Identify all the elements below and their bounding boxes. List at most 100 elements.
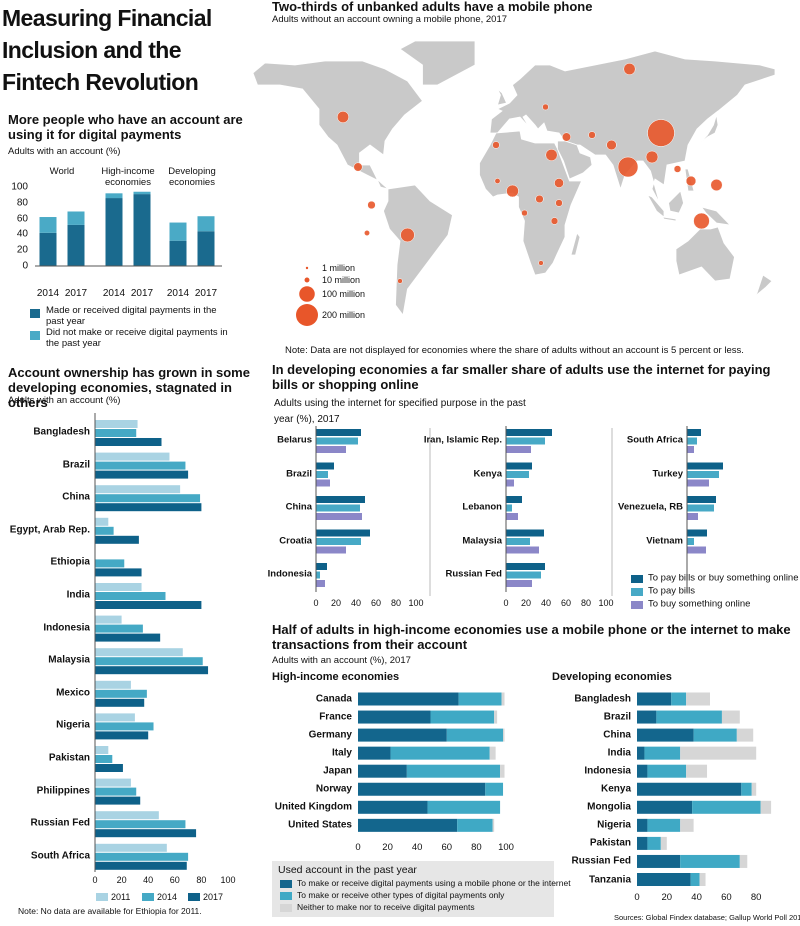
bar bbox=[687, 529, 707, 537]
bar-segment bbox=[760, 800, 772, 814]
bar bbox=[506, 504, 512, 512]
bar bbox=[316, 437, 358, 445]
category-label: Tanzania bbox=[588, 873, 631, 885]
bar bbox=[316, 479, 330, 487]
legend-swatch bbox=[631, 601, 643, 609]
bar bbox=[95, 698, 145, 707]
category-label: Indonesia bbox=[584, 765, 631, 777]
x-tick-label: 2017 bbox=[130, 288, 154, 299]
bar-segment bbox=[637, 873, 691, 886]
legend-bubble bbox=[304, 277, 310, 283]
bar-segment bbox=[736, 728, 754, 742]
panel-title: High-income economies bbox=[272, 671, 400, 683]
bar bbox=[95, 503, 202, 512]
bar bbox=[95, 624, 143, 633]
bar bbox=[95, 746, 109, 754]
bar bbox=[506, 496, 522, 503]
panel-title: Developing economies bbox=[552, 671, 672, 683]
bar bbox=[95, 755, 113, 763]
bar bbox=[316, 513, 362, 520]
bar bbox=[95, 722, 154, 731]
category-label: Norway bbox=[315, 783, 352, 795]
bar bbox=[95, 517, 109, 526]
bar-segment bbox=[686, 692, 711, 706]
bar-segment bbox=[637, 692, 672, 706]
bar bbox=[95, 731, 149, 740]
bar bbox=[95, 592, 166, 600]
bar-segment bbox=[446, 728, 504, 742]
category-label: China bbox=[62, 491, 90, 503]
legend-label: 2011 bbox=[111, 891, 131, 902]
bubble bbox=[710, 178, 723, 192]
chart-subtitle: Adults using the internet for specified … bbox=[274, 398, 526, 425]
category-label: Lebanon bbox=[462, 501, 502, 513]
bar-segment bbox=[358, 710, 431, 724]
land bbox=[675, 226, 735, 282]
category-label: Bangladesh bbox=[574, 693, 631, 705]
bar bbox=[506, 471, 529, 478]
x-tick-label: 2014 bbox=[102, 288, 126, 299]
bar-segment bbox=[686, 764, 708, 778]
x-tick-label: 60 bbox=[721, 892, 732, 903]
chart-title: Account ownership has grown in some deve… bbox=[8, 365, 250, 410]
bar bbox=[506, 429, 552, 436]
bar bbox=[316, 446, 346, 453]
category-label: Russian Fed bbox=[571, 855, 631, 867]
bubble bbox=[521, 209, 528, 217]
bubble bbox=[645, 150, 659, 164]
chart-subtitle: Adults without an account owning a mobil… bbox=[272, 14, 508, 25]
bar-segment bbox=[489, 746, 496, 760]
bar-segment bbox=[105, 193, 123, 199]
bar bbox=[506, 571, 541, 579]
land bbox=[557, 140, 593, 180]
bar-segment bbox=[637, 728, 694, 742]
category-label: Turkey bbox=[652, 468, 683, 480]
bubble bbox=[550, 217, 559, 225]
y-tick-label: 20 bbox=[16, 244, 28, 256]
bubble bbox=[647, 119, 675, 147]
category-label: Russian Fed bbox=[30, 817, 90, 829]
bar bbox=[687, 546, 706, 554]
bar bbox=[95, 764, 123, 772]
bubble bbox=[623, 62, 636, 76]
bar-segment bbox=[197, 231, 215, 266]
legend-label: To make or receive digital payments usin… bbox=[297, 878, 571, 889]
bubble bbox=[492, 141, 500, 149]
bar bbox=[687, 479, 709, 487]
x-tick-label: 100 bbox=[408, 598, 424, 608]
bar-segment bbox=[637, 836, 648, 850]
bar-segment bbox=[680, 854, 740, 868]
bar-segment bbox=[67, 224, 85, 266]
land bbox=[252, 60, 424, 190]
bar bbox=[687, 538, 694, 545]
x-tick-label: 80 bbox=[196, 875, 207, 885]
legend-label: Made or received digital payments in the… bbox=[46, 305, 217, 327]
category-label: Egypt, Arab Rep. bbox=[9, 524, 90, 536]
chart-title: Two-thirds of unbanked adults have a mob… bbox=[272, 0, 593, 14]
x-tick-label: 80 bbox=[390, 598, 402, 608]
bar bbox=[95, 648, 183, 657]
bubble bbox=[367, 200, 376, 210]
category-label: Canada bbox=[315, 693, 352, 705]
land bbox=[383, 184, 453, 316]
bubble bbox=[535, 194, 544, 204]
bubble bbox=[606, 139, 617, 151]
bar-segment bbox=[358, 800, 428, 814]
bar bbox=[506, 462, 532, 470]
bar-segment bbox=[660, 836, 667, 850]
land bbox=[570, 232, 581, 256]
bar bbox=[687, 471, 719, 478]
y-tick-label: 60 bbox=[16, 212, 28, 224]
bar bbox=[687, 496, 716, 503]
legend-title: Used account in the past year bbox=[278, 864, 417, 876]
category-label: Brazil bbox=[62, 458, 90, 470]
bar bbox=[95, 657, 203, 666]
category-label: Malaysia bbox=[462, 535, 502, 547]
bar-segment bbox=[680, 746, 757, 760]
x-tick-label: 40 bbox=[143, 875, 154, 885]
bubble bbox=[506, 184, 519, 198]
legend-swatch bbox=[96, 893, 108, 901]
bar-segment bbox=[739, 854, 748, 868]
